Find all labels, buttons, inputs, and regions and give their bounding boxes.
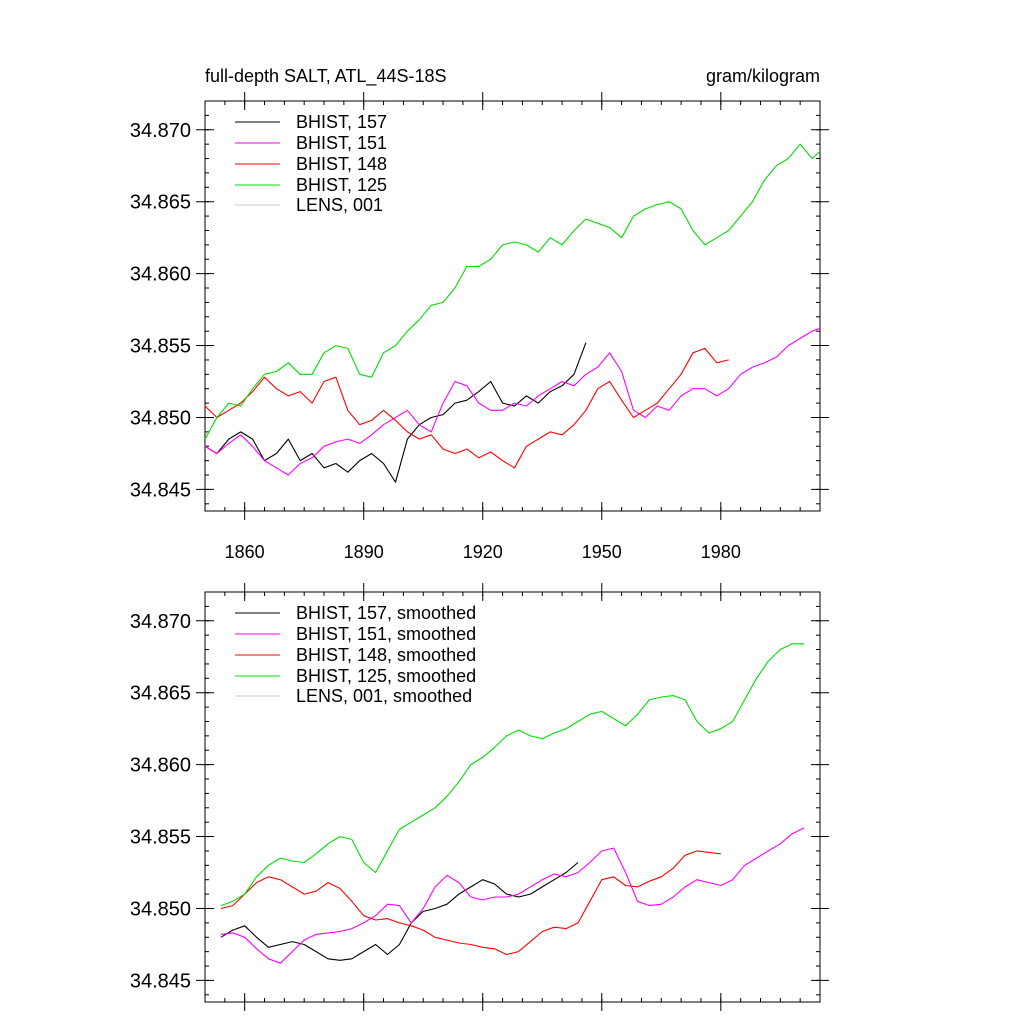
y-tick-label: 34.855 <box>130 336 191 358</box>
legend-label-lens-001: LENS, 001 <box>296 195 383 215</box>
legend-label-bhist-125: BHIST, 125 <box>296 175 387 195</box>
series-line-bhist-157-smoothed <box>220 862 579 961</box>
series-line-bhist-157 <box>204 342 587 483</box>
top-panel: BHIST, 157 BHIST, 151 BHIST, 148 BHIST, … <box>130 92 829 562</box>
plot-frame <box>204 591 821 1003</box>
plot-frame <box>204 100 821 512</box>
y-tick-label: 34.870 <box>130 611 191 633</box>
legend-label-bhist-151-smoothed: BHIST, 151, smoothed <box>296 624 476 644</box>
x-tick-label: 1920 <box>463 542 503 562</box>
y-tick-label: 34.850 <box>130 407 191 429</box>
legend-label-bhist-148: BHIST, 148 <box>296 154 387 174</box>
legend-label-bhist-151: BHIST, 151 <box>296 133 387 153</box>
y-tick-label: 34.845 <box>130 970 191 992</box>
plot-axes: 34.845 34.850 34.855 34.860 34.865 34.870 <box>130 583 829 1011</box>
legend-label-lens-001-smoothed: LENS, 001, smoothed <box>296 686 472 706</box>
plot-axes: 1860 1890 1920 1950 1980 34.845 34.850 34.855 34… <box>130 92 829 562</box>
x-tick-label: 1860 <box>225 542 265 562</box>
figure-title: full-depth SALT, ATL_44S-18S <box>205 66 446 87</box>
series-line-bhist-151 <box>204 327 821 476</box>
y-tick-label: 34.855 <box>130 827 191 849</box>
series-line-bhist-125-smoothed <box>220 643 805 907</box>
y-tick-label: 34.865 <box>130 683 191 705</box>
x-tick-label: 1950 <box>582 542 622 562</box>
x-tick-label: 1980 <box>701 542 741 562</box>
series-line-bhist-148 <box>204 347 729 469</box>
y-tick-label: 34.860 <box>130 755 191 777</box>
series-line-bhist-148-smoothed <box>220 850 721 956</box>
y-tick-label: 34.870 <box>130 120 191 142</box>
y-tick-label: 34.850 <box>130 898 191 920</box>
y-tick-label: 34.865 <box>130 192 191 214</box>
legend-label-bhist-148-smoothed: BHIST, 148, smoothed <box>296 645 476 665</box>
bottom-legend: BHIST, 157, smoothed BHIST, 151, smoothe… <box>235 603 476 706</box>
y-tick-label: 34.845 <box>130 479 191 501</box>
series-line-bhist-151-smoothed <box>220 827 805 964</box>
top-legend: BHIST, 157 BHIST, 151 BHIST, 148 BHIST, … <box>235 112 387 215</box>
legend-label-bhist-157-smoothed: BHIST, 157, smoothed <box>296 603 476 623</box>
legend-label-bhist-157: BHIST, 157 <box>296 112 387 132</box>
series-line-bhist-125 <box>204 143 821 440</box>
x-tick-label: 1890 <box>344 542 384 562</box>
legend-label-bhist-125-smoothed: BHIST, 125, smoothed <box>296 666 476 686</box>
bottom-panel: BHIST, 157, smoothed BHIST, 151, smoothe… <box>130 583 829 1011</box>
units-label: gram/kilogram <box>706 66 820 86</box>
y-tick-label: 34.860 <box>130 264 191 286</box>
